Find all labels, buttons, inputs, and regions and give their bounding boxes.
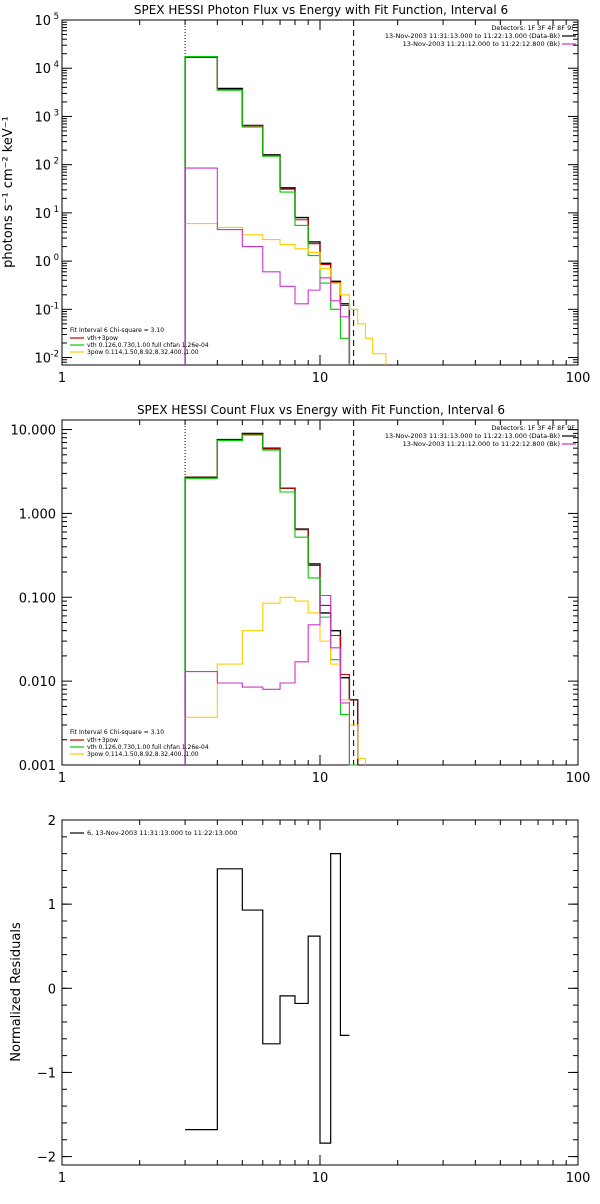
legend-top-line: 13-Nov-2003 11:31:13.000 to 11:22:13.000… bbox=[385, 432, 560, 440]
y-tick-label: 1.000 bbox=[19, 507, 56, 522]
data-series bbox=[184, 20, 387, 365]
y-tick-label: 10 bbox=[34, 207, 51, 222]
chart-title: SPEX HESSI Count Flux vs Energy with Fit… bbox=[137, 403, 505, 417]
series-line-1 bbox=[184, 433, 359, 765]
data-series bbox=[185, 853, 350, 1144]
y-tick-label: 10 bbox=[34, 14, 51, 29]
x-tick-label: 100 bbox=[566, 1171, 591, 1186]
legend-entry: 3pow 0.114,1.50,8.92,8.32,400.,1.00 bbox=[87, 751, 199, 758]
y-tick-exponent: 2 bbox=[54, 157, 59, 167]
y-tick-label: 10 bbox=[34, 352, 51, 367]
y-tick-exponent: 0 bbox=[54, 253, 59, 263]
y-tick-exponent: 1 bbox=[54, 205, 59, 215]
legend-bottom: Fit Interval 6 Chi-square = 3.10 vth+3po… bbox=[70, 327, 209, 356]
legend-top: 6, 13-Nov-2003 11:31:13.000 to 11:22:13.… bbox=[70, 829, 237, 837]
y-tick-label: 10 bbox=[34, 62, 51, 77]
series-line-3 bbox=[184, 596, 366, 765]
residuals-chart: 1 10 100 −2 −1 0 1 2 Normalized Residuals 6, 13… bbox=[9, 814, 590, 1186]
y-tick-exponent: -2 bbox=[51, 350, 59, 360]
series-line-2 bbox=[184, 434, 358, 766]
chart-title: SPEX HESSI Photon Flux vs Energy with Fi… bbox=[134, 3, 508, 17]
legend-top-line: 13-Nov-2003 11:21:12.000 to 11:22:12.800… bbox=[403, 440, 560, 448]
series-line-0 bbox=[184, 56, 351, 365]
legend-entry: vth 0.126,0.730,1.00 full chfan 1.26e-04 bbox=[87, 744, 209, 751]
y-tick-label: 0.001 bbox=[19, 759, 56, 774]
legend-bottom: Fit Interval 6 Chi-square = 3.10 vth+3po… bbox=[70, 729, 209, 758]
series-line-0 bbox=[184, 432, 359, 765]
legend-top: Detectors: 1F 3F 4F 8F 9F 13-Nov-2003 11… bbox=[385, 424, 576, 448]
legend-entry: 3pow 0.114,1.50,8.92,8.32,400.,1.00 bbox=[87, 349, 199, 356]
y-tick-label: 10.000 bbox=[11, 424, 57, 439]
y-tick-label: 1 bbox=[48, 898, 56, 913]
series-line-1 bbox=[184, 55, 350, 365]
legend-entry: vth+3pow bbox=[87, 737, 118, 744]
x-tick-label: 10 bbox=[312, 1171, 329, 1186]
x-tick-label: 1 bbox=[58, 371, 66, 386]
legend-header: Fit Interval 6 Chi-square = 3.10 bbox=[70, 327, 164, 334]
y-tick-label: 0 bbox=[48, 982, 56, 997]
legend-top-line: 13-Nov-2003 11:31:13.000 to 11:22:13.000… bbox=[385, 32, 560, 40]
axes: 1 10 100 −2 −1 0 1 2 bbox=[37, 814, 591, 1186]
series-line-4 bbox=[184, 167, 350, 365]
series-line-2 bbox=[184, 55, 350, 365]
y-tick-exponent: 4 bbox=[54, 60, 59, 70]
y-tick-label: 10 bbox=[34, 110, 51, 125]
x-tick-label: 100 bbox=[566, 771, 591, 786]
y-tick-exponent: 5 bbox=[54, 12, 59, 22]
y-tick-label: 2 bbox=[48, 814, 56, 829]
legend-top-line: Detectors: 1F 3F 4F 8F 9F bbox=[491, 24, 575, 32]
legend-header: Fit Interval 6 Chi-square = 3.10 bbox=[70, 729, 164, 736]
legend-entry: vth+3pow bbox=[87, 335, 118, 342]
x-tick-label: 100 bbox=[566, 371, 591, 386]
y-axis-label: photons s⁻¹ cm⁻² keV⁻¹ bbox=[1, 116, 16, 268]
series-line-3 bbox=[184, 223, 387, 365]
axes: 1 10 100 0.001 0.010 0.100 1.000 10.000 bbox=[11, 420, 591, 786]
y-tick-exponent: -1 bbox=[51, 301, 59, 311]
legend-top-line: 6, 13-Nov-2003 11:31:13.000 to 11:22:13.… bbox=[87, 829, 237, 837]
legend-top-line: 13-Nov-2003 11:21:12.000 to 11:22:12.800… bbox=[403, 40, 560, 48]
photon-flux-chart: SPEX HESSI Photon Flux vs Energy with Fi… bbox=[1, 3, 590, 386]
count-flux-chart: SPEX HESSI Count Flux vs Energy with Fit… bbox=[11, 403, 591, 786]
y-tick-label: 10 bbox=[34, 159, 51, 174]
series-line-4 bbox=[184, 594, 350, 765]
y-axis-label: Normalized Residuals bbox=[9, 922, 24, 1062]
legend-top: Detectors: 1F 3F 4F 8F 9F 13-Nov-2003 11… bbox=[385, 24, 576, 48]
legend-entry: vth 0.126,0.730,1.00 full chfan 1.26e-04 bbox=[87, 342, 209, 349]
y-tick-label: −1 bbox=[37, 1066, 56, 1081]
legend-top-line: Detectors: 1F 3F 4F 8F 9F bbox=[491, 424, 575, 432]
plot-frame bbox=[61, 19, 579, 366]
y-tick-label: −2 bbox=[37, 1151, 56, 1166]
x-tick-label: 10 bbox=[312, 371, 329, 386]
y-tick-label: 0.010 bbox=[19, 675, 56, 690]
data-series bbox=[184, 420, 366, 766]
x-tick-label: 1 bbox=[58, 771, 66, 786]
x-tick-label: 10 bbox=[312, 771, 329, 786]
series-line-0 bbox=[185, 853, 350, 1144]
x-tick-label: 1 bbox=[58, 1171, 66, 1186]
y-tick-label: 10 bbox=[34, 255, 51, 270]
y-tick-exponent: 3 bbox=[54, 108, 59, 118]
y-tick-label: 10 bbox=[34, 303, 51, 318]
y-tick-label: 0.100 bbox=[19, 591, 56, 606]
